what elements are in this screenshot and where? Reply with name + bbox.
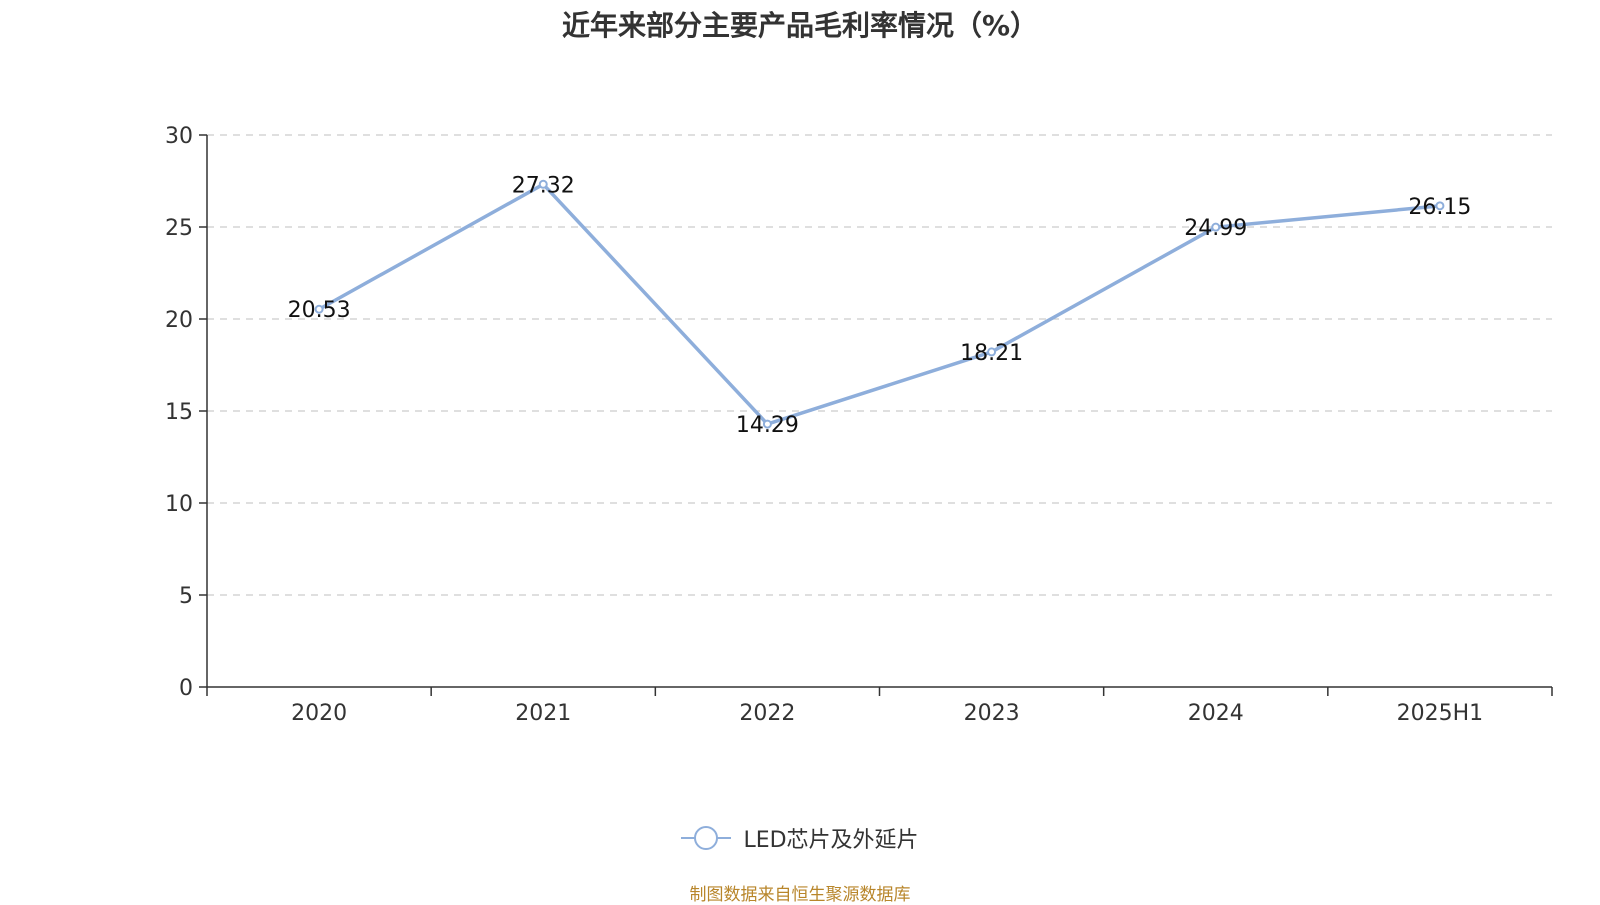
data-label: 20.53	[288, 298, 351, 323]
y-tick-label: 20	[165, 308, 193, 333]
y-tick-label: 30	[165, 124, 193, 149]
y-tick-label: 5	[179, 584, 193, 609]
data-point	[538, 179, 548, 189]
y-tick-label: 10	[165, 492, 193, 517]
x-tick-label: 2024	[1188, 701, 1244, 726]
x-tick-label: 2025H1	[1397, 701, 1484, 726]
data-label: 26.15	[1408, 195, 1471, 220]
legend-line-marker-icon	[681, 826, 732, 850]
x-tick-label: 2021	[515, 701, 571, 726]
data-point	[314, 304, 324, 314]
y-tick-label: 25	[165, 216, 193, 241]
data-label: 27.32	[512, 173, 575, 198]
x-tick-label: 2020	[291, 701, 347, 726]
data-point	[1211, 222, 1221, 232]
data-label: 18.21	[960, 341, 1023, 366]
data-label: 14.29	[736, 413, 799, 438]
data-label: 24.99	[1184, 216, 1247, 241]
legend[interactable]: LED芯片及外延片	[0, 822, 1600, 854]
x-tick-label: 2022	[739, 701, 795, 726]
data-point	[1435, 201, 1445, 211]
series-line	[318, 182, 1441, 426]
x-tick-label: 2023	[964, 701, 1020, 726]
source-note: 制图数据来自恒生聚源数据库	[689, 885, 911, 905]
y-tick-label: 15	[165, 400, 193, 425]
legend-label: LED芯片及外延片	[743, 828, 919, 853]
chart-title: 近年来部分主要产品毛利率情况（%）	[561, 9, 1039, 42]
data-point	[987, 347, 997, 357]
y-tick-label: 0	[179, 676, 193, 701]
data-point	[762, 419, 772, 429]
